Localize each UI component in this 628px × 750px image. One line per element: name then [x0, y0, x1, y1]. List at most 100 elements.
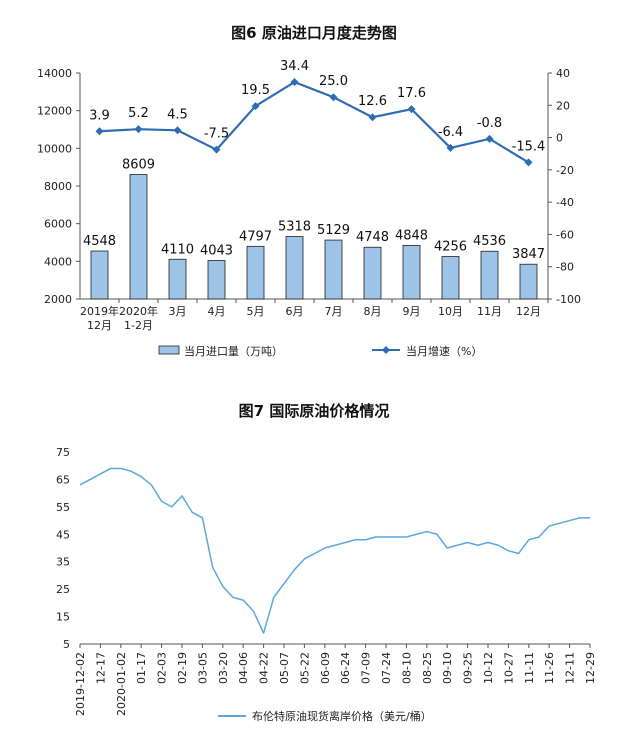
- brent-price-line: [79, 467, 590, 634]
- import-chart: 2000 4000 6000 8000 10000 12000 14000 -100 -80 -6…: [37, 59, 581, 358]
- x-tick-label: 12月: [516, 305, 541, 318]
- bar: [90, 250, 109, 300]
- left-tick-label: 8000: [44, 180, 72, 193]
- right-tick-label: 20: [556, 99, 570, 112]
- bar: [168, 258, 187, 300]
- growth-data-label: 34.4: [280, 59, 309, 74]
- x-tick-label: 06-24: [339, 652, 352, 684]
- growth-marker: [290, 78, 299, 87]
- growth-marker: [251, 102, 260, 111]
- left-tick-label: 14000: [37, 67, 72, 80]
- x-tick-label: 10月: [438, 305, 463, 318]
- x-tick-label: 08-10: [400, 652, 413, 684]
- y-tick-label: 55: [56, 501, 70, 514]
- bar: [285, 236, 304, 300]
- chart2-title: 图7 国际原油价格情况: [238, 402, 390, 420]
- right-tick-label: 40: [556, 67, 570, 80]
- bar-data-label: 8609: [122, 158, 155, 173]
- x-tick-label: 08-25: [421, 652, 434, 684]
- growth-marker: [134, 125, 143, 134]
- y-tick-label: 45: [56, 528, 70, 541]
- left-tick-label: 10000: [37, 142, 72, 155]
- x-tick-label: 12-17: [94, 652, 107, 684]
- x-tick-label: 11-26: [543, 652, 556, 684]
- bar: [402, 244, 421, 300]
- left-tick-label: 6000: [44, 218, 72, 231]
- chart1-title: 图6 原油进口月度走势图: [231, 24, 397, 42]
- growth-marker: [446, 143, 455, 152]
- growth-data-label: 12.6: [358, 94, 387, 109]
- x-tick-label: 9月: [403, 305, 421, 318]
- x-tick-label: 12-29: [584, 652, 597, 684]
- legend-line-label: 当月增速（%）: [406, 344, 482, 358]
- y-tick-label: 75: [56, 446, 70, 459]
- x-tick-label: 03-20: [217, 652, 230, 684]
- bar: [519, 263, 538, 300]
- y-tick-label: 5: [63, 638, 70, 651]
- x-tick-label: 2020-01-02: [115, 652, 128, 716]
- bar-data-label: 4848: [395, 228, 428, 243]
- bar-data-label: 4797: [239, 229, 272, 244]
- bar-data-label: 5129: [317, 223, 350, 238]
- bar-data-label: 4256: [434, 240, 467, 255]
- x-tick-label: 12月: [87, 319, 112, 332]
- x-tick-label: 11月: [477, 305, 502, 318]
- x-tick-label: 4月: [208, 305, 226, 318]
- growth-data-label: 3.9: [89, 108, 110, 123]
- right-tick-label: -100: [556, 293, 581, 306]
- bar-data-label: 4748: [356, 230, 389, 245]
- bar-data-label: 4043: [200, 244, 233, 259]
- y-tick-label: 25: [56, 583, 70, 596]
- x-tick-label: 3月: [169, 305, 187, 318]
- x-tick-label: 04-22: [258, 652, 271, 684]
- growth-marker: [524, 158, 533, 167]
- bar: [129, 174, 148, 300]
- growth-data-label: 4.5: [167, 107, 188, 122]
- x-tick-label: 07-24: [380, 652, 393, 684]
- x-tick-label: 6月: [286, 305, 304, 318]
- x-tick-label: 09-10: [441, 652, 454, 684]
- growth-marker: [95, 127, 104, 136]
- x-tick-label: 12-11: [564, 652, 577, 684]
- x-tick-label: 02-03: [156, 652, 169, 684]
- x-tick-label: 11-11: [523, 652, 536, 684]
- growth-data-label: -15.4: [512, 139, 546, 154]
- bar-data-label: 5318: [278, 220, 311, 235]
- left-tick-label: 2000: [44, 293, 72, 306]
- legend-bar-swatch: [158, 345, 180, 355]
- left-tick-label: 12000: [37, 105, 72, 118]
- growth-marker: [329, 93, 338, 102]
- growth-marker: [368, 113, 377, 122]
- bar: [480, 250, 499, 300]
- growth-series-line: [99, 80, 530, 164]
- x-tick-label: 2019年: [80, 304, 119, 318]
- x-tick-label: 5月: [247, 305, 265, 318]
- growth-data-label: 5.2: [128, 106, 149, 121]
- bar: [246, 245, 265, 300]
- bar-data-label: 4110: [161, 242, 194, 257]
- right-tick-label: 0: [556, 132, 563, 145]
- legend-bar-label: 当月进口量（万吨）: [184, 344, 283, 358]
- x-tick-label: 2020年: [119, 304, 158, 318]
- legend-line-marker: [382, 346, 390, 354]
- growth-marker: [212, 145, 221, 154]
- x-tick-label: 2019-12-02: [74, 652, 87, 716]
- right-tick-label: -80: [556, 261, 574, 274]
- y-tick-label: 65: [56, 473, 70, 486]
- x-tick-label: 10-12: [482, 652, 495, 684]
- y-tick-label: 15: [56, 611, 70, 624]
- growth-data-label: 25.0: [319, 74, 348, 89]
- growth-marker: [485, 134, 494, 143]
- bar: [207, 260, 226, 300]
- x-tick-label: 02-19: [176, 652, 189, 684]
- x-tick-label: 04-06: [237, 652, 250, 684]
- growth-marker: [407, 105, 416, 114]
- right-tick-label: -60: [556, 228, 574, 241]
- left-tick-label: 4000: [44, 255, 72, 268]
- growth-data-label: 17.6: [397, 86, 426, 101]
- x-tick-label: 06-09: [319, 652, 332, 684]
- bar-data-label: 4536: [473, 234, 506, 249]
- x-tick-label: 7月: [325, 305, 343, 318]
- x-tick-label: 09-25: [462, 652, 475, 684]
